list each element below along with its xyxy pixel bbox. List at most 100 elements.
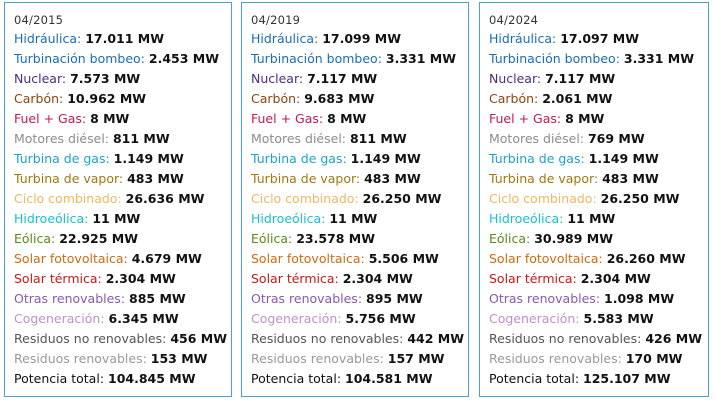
label-separator: : — [575, 311, 584, 326]
capacity-row: Carbón: 10.962 MW — [14, 89, 231, 109]
label-separator: : — [61, 71, 71, 86]
capacity-row-label: Otras renovables — [251, 291, 358, 306]
capacity-row-value: 456 MW — [170, 331, 227, 346]
capacity-row-value: 7.117 MW — [307, 71, 378, 86]
capacity-row: Solar térmica: 2.304 MW — [489, 269, 708, 289]
capacity-row-label: Turbina de vapor — [251, 171, 356, 186]
capacity-row: Carbón: 9.683 MW — [251, 89, 468, 109]
label-separator: : — [357, 291, 367, 306]
capacity-row-value: 769 MW — [587, 131, 645, 146]
capacity-row-value: 8 MW — [90, 111, 130, 126]
capacity-row: Otras renovables: 895 MW — [251, 289, 468, 309]
label-separator: : — [536, 71, 546, 86]
capacity-row-label: Hidráulica — [14, 31, 78, 46]
label-separator: : — [637, 331, 646, 346]
label-separator: : — [334, 271, 343, 286]
capacity-row-label: Solar térmica — [251, 271, 335, 286]
capacity-row: Eólica: 22.925 MW — [14, 229, 231, 249]
capacity-row-value: 483 MW — [127, 171, 184, 186]
capacity-row-label: Turbina de vapor — [489, 171, 594, 186]
capacity-row-label: Potencia total — [251, 371, 337, 386]
capacity-row: Fuel + Gas: 8 MW — [14, 109, 231, 129]
capacity-row-label: Cogeneración — [489, 311, 576, 326]
label-separator: : — [377, 51, 386, 66]
capacity-row-label: Residuos no renovables — [251, 331, 400, 346]
capacity-row-value: 8 MW — [327, 111, 367, 126]
capacity-row-label: Eólica — [251, 231, 289, 246]
capacity-row-label: Solar fotovoltaica — [251, 251, 361, 266]
capacity-row-value: 170 MW — [625, 351, 683, 366]
capacity-row-value: 11 MW — [92, 211, 141, 226]
label-separator: : — [105, 151, 114, 166]
capacity-row-value: 5.583 MW — [583, 311, 654, 326]
capacity-row-value: 2.061 MW — [542, 91, 613, 106]
capacity-row-label: Hidroeólica — [251, 211, 322, 226]
label-separator: : — [526, 231, 535, 246]
label-separator: : — [288, 231, 297, 246]
label-separator: : — [142, 351, 151, 366]
capacity-row-label: Turbina de gas — [489, 151, 581, 166]
capacity-row: Ciclo combinado: 26.250 MW — [489, 189, 708, 209]
label-separator: : — [360, 251, 369, 266]
label-separator: : — [552, 31, 561, 46]
capacity-row-label: Carbón — [489, 91, 535, 106]
capacity-list: Hidráulica: 17.011 MW Turbinación bombeo:… — [14, 29, 231, 389]
capacity-row: Turbina de gas: 1.149 MW — [251, 149, 468, 169]
capacity-row-value: 26.260 MW — [606, 251, 686, 266]
label-separator: : — [51, 231, 60, 246]
label-separator: : — [99, 371, 109, 386]
label-separator: : — [84, 211, 93, 226]
capacity-row-label: Residuos no renovables — [14, 331, 163, 346]
capacity-panel-2019: 04/2019 Hidráulica: 17.099 MW Turbinación… — [241, 2, 469, 397]
label-separator: : — [598, 251, 607, 266]
capacity-row-value: 483 MW — [602, 171, 659, 186]
label-separator: : — [572, 271, 581, 286]
capacity-row-label: Solar térmica — [14, 271, 98, 286]
capacity-row-value: 11 MW — [567, 211, 616, 226]
label-separator: : — [123, 251, 132, 266]
label-separator: : — [592, 191, 601, 206]
capacity-row: Solar térmica: 2.304 MW — [14, 269, 231, 289]
capacity-row-value: 4.679 MW — [131, 251, 202, 266]
capacity-row: Residuos renovables: 170 MW — [489, 349, 708, 369]
capacity-row-label: Fuel + Gas — [489, 111, 557, 126]
capacity-row-value: 26.250 MW — [362, 191, 442, 206]
capacity-row: Cogeneración: 5.756 MW — [251, 309, 468, 329]
capacity-row-value: 22.925 MW — [59, 231, 139, 246]
label-separator: : — [580, 151, 589, 166]
capacity-row: Turbina de gas: 1.149 MW — [14, 149, 231, 169]
capacity-row-label: Fuel + Gas — [14, 111, 82, 126]
capacity-row-label: Solar fotovoltaica — [14, 251, 124, 266]
capacity-row-value: 7.117 MW — [545, 71, 616, 86]
panel-date: 04/2019 — [251, 13, 301, 27]
capacity-row-label: Turbina de gas — [251, 151, 343, 166]
capacity-row-value: 442 MW — [407, 331, 464, 346]
capacity-row-value: 1.098 MW — [604, 291, 675, 306]
capacity-row: Hidráulica: 17.011 MW — [14, 29, 231, 49]
panel-date: 04/2024 — [489, 13, 539, 27]
capacity-row-value: 1.149 MW — [350, 151, 421, 166]
capacity-row-value: 7.573 MW — [70, 71, 141, 86]
capacity-row-label: Otras renovables — [14, 291, 121, 306]
capacity-row-label: Residuos renovables — [489, 351, 618, 366]
capacity-row-label: Fuel + Gas — [251, 111, 319, 126]
label-separator: : — [118, 171, 128, 186]
capacity-row: Residuos renovables: 153 MW — [14, 349, 231, 369]
capacity-row-label: Eólica — [14, 231, 52, 246]
capacity-row-value: 17.011 MW — [85, 31, 165, 46]
capacity-row: Potencia total: 125.107 MW — [489, 369, 708, 389]
capacity-row-value: 125.107 MW — [583, 371, 671, 386]
label-separator: : — [321, 211, 330, 226]
capacity-row: Motores diésel: 811 MW — [251, 129, 468, 149]
label-separator: : — [355, 171, 365, 186]
capacity-row: Eólica: 23.578 MW — [251, 229, 468, 249]
capacity-row-value: 26.250 MW — [600, 191, 680, 206]
capacity-row: Cogeneración: 6.345 MW — [14, 309, 231, 329]
capacity-row: Ciclo combinado: 26.250 MW — [251, 189, 468, 209]
label-separator: : — [336, 371, 346, 386]
capacity-row-value: 9.683 MW — [304, 91, 375, 106]
label-separator: : — [593, 171, 603, 186]
capacity-row: Potencia total: 104.581 MW — [251, 369, 468, 389]
capacity-row: Hidráulica: 17.099 MW — [251, 29, 468, 49]
capacity-row-label: Otras renovables — [489, 291, 596, 306]
